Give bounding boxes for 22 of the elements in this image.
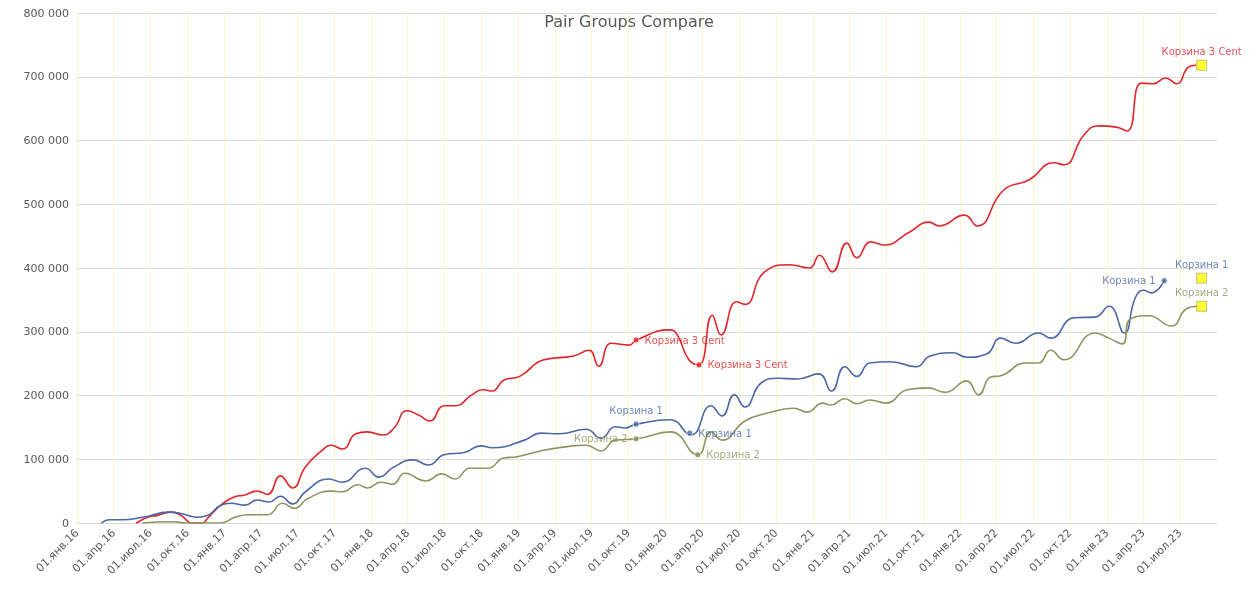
point [632, 435, 640, 443]
point [632, 420, 640, 428]
chart-title: Pair Groups Compare [544, 11, 714, 31]
annotation: Корзина 3 Cent [1161, 46, 1242, 58]
y-tick-label: 600 000 [23, 134, 69, 147]
y-tick-label: 400 000 [23, 261, 69, 275]
annotation: Корзина 1 [609, 405, 663, 417]
annotation: Корзина 1 [1174, 259, 1229, 271]
annotation: Корзина 2 [1174, 287, 1229, 299]
y-tick-label: 300 000 [23, 325, 69, 339]
y-tick-label: 700 000 [23, 70, 69, 84]
point [632, 336, 640, 344]
annotation: Корзина 2 [706, 449, 760, 461]
y-tick-label: 800 000 [23, 6, 69, 20]
y-tick-label: 500 000 [23, 197, 69, 211]
y-tick-label: 100 000 [23, 452, 69, 466]
annotation: Корзина 3 Cent [707, 359, 788, 371]
y-tick-label: 200 000 [23, 389, 69, 402]
annotation: Корзина 1 [1102, 275, 1156, 287]
y-tick-label: 0 [62, 516, 69, 530]
point [695, 361, 703, 369]
point [694, 451, 702, 459]
